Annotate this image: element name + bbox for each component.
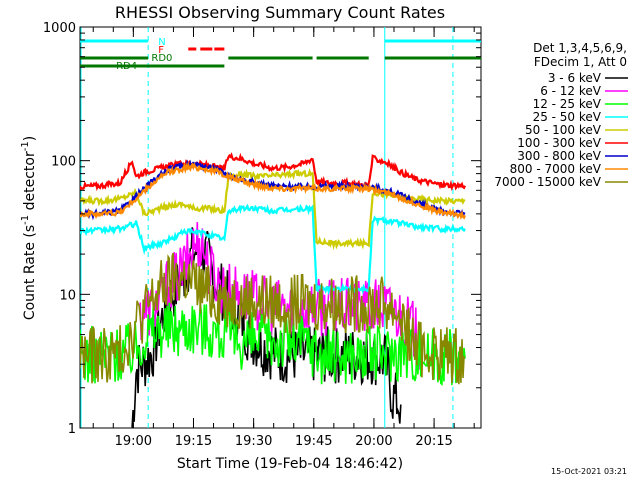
y-tick-label-0: 1 <box>68 422 76 437</box>
x-axis: 19:00 19:15 19:30 19:45 20:00 20:15 <box>92 27 475 449</box>
y-axis-label: Count Rate (s-1 detector-1) <box>20 136 38 320</box>
y-axis-label-mid: detector <box>22 151 38 215</box>
y-axis-label-sup: -1 <box>20 215 31 225</box>
series-layer <box>80 152 467 428</box>
y-tick-label-1: 10 <box>59 288 76 303</box>
series-line-4 <box>80 167 466 251</box>
legend-header-line-1: Det 1,3,4,5,6,9, <box>533 41 627 55</box>
series-line-6 <box>80 159 466 221</box>
y-axis-label-sup2: -1 <box>20 141 31 151</box>
legend-label-3: 25 - 50 keV <box>533 110 602 124</box>
series-line-2 <box>80 302 466 387</box>
x-tick-label-5: 20:15 <box>415 434 452 449</box>
chart-title: RHESSI Observing Summary Count Rates <box>115 3 445 22</box>
x-tick-label-3: 19:45 <box>295 434 332 449</box>
legend-label-6: 300 - 800 keV <box>517 149 601 163</box>
series-line-3 <box>80 203 466 296</box>
x-tick-label-1: 19:15 <box>175 434 212 449</box>
legend-label-8: 7000 - 15000 keV <box>494 175 601 189</box>
x-tick-label-0: 19:00 <box>115 434 152 449</box>
legend-label-0: 3 - 6 keV <box>548 71 602 85</box>
rd0-label: RD0 <box>151 53 172 64</box>
legend-label-7: 800 - 7000 keV <box>510 162 602 176</box>
legend-label-2: 12 - 25 keV <box>533 97 602 111</box>
legend-header-line-2: FDecim 1, Att 0 <box>534 55 627 69</box>
plot-frame <box>79 26 482 429</box>
series-line-7 <box>80 161 467 220</box>
footer-timestamp: 15-Oct-2021 03:21 <box>551 467 627 476</box>
legend-label-4: 50 - 100 keV <box>525 123 602 137</box>
x-tick-label-4: 20:00 <box>355 434 392 449</box>
series-line-5 <box>80 152 466 192</box>
legend-label-1: 6 - 12 keV <box>540 84 602 98</box>
y-axis-label-end: ) <box>22 136 38 141</box>
series-line-8 <box>80 252 465 385</box>
y-tick-label-2: 100 <box>51 155 76 170</box>
y-axis: 1 10 100 1000 <box>43 21 481 437</box>
rd4-label: RD4 <box>116 61 137 72</box>
night-label: N <box>158 37 165 48</box>
legend-label-5: 100 - 300 keV <box>517 136 601 150</box>
x-axis-label: Start Time (19-Feb-04 18:46:42) <box>177 456 403 472</box>
flare-label: F <box>158 45 164 56</box>
y-axis-label-main: Count Rate (s <box>22 225 38 320</box>
x-tick-label-2: 19:30 <box>235 434 272 449</box>
y-tick-label-3: 1000 <box>43 21 76 36</box>
